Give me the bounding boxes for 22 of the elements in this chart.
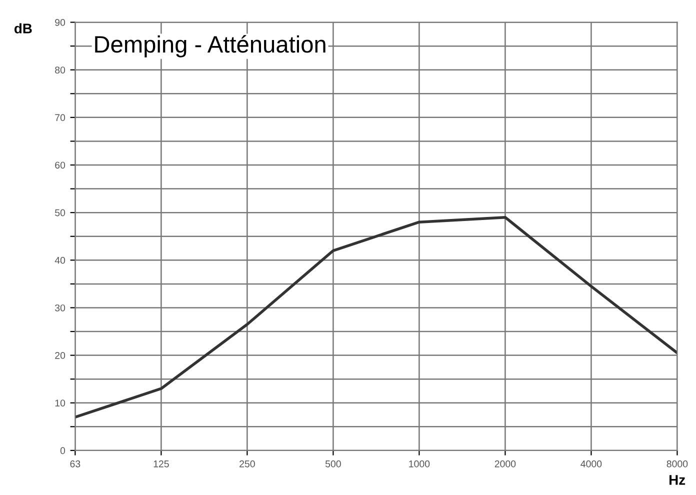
x-tick-label: 500: [325, 460, 341, 468]
text: Demping - Atténuation: [95, 35, 326, 58]
x-tick-label: 250: [240, 460, 255, 468]
y-tick-label: 80: [55, 66, 66, 74]
x-tick-label: 2000: [494, 460, 516, 468]
y-tick-label: 50: [55, 209, 66, 216]
y-tick-label: 20: [55, 352, 66, 359]
y-tick-label: 70: [55, 114, 66, 122]
y-tick-label: 90: [55, 19, 66, 26]
y-tick-label: 10: [55, 400, 66, 406]
x-tick-label: 125: [154, 460, 169, 468]
x-tick-label: 63: [70, 460, 80, 468]
y-tick-label: 40: [54, 256, 66, 264]
y-axis-title: dB: [14, 23, 32, 34]
x-tick-label: 4000: [580, 460, 602, 468]
y-tick-label: 60: [55, 162, 66, 169]
line-series: [75, 216, 678, 419]
y-tick-label: 30: [55, 304, 66, 312]
x-tick-label: 1000: [409, 460, 430, 468]
y-tick-label: 0: [60, 447, 66, 454]
x-tick-label: 8000: [666, 460, 688, 468]
x-axis-title: Hz: [670, 475, 686, 485]
